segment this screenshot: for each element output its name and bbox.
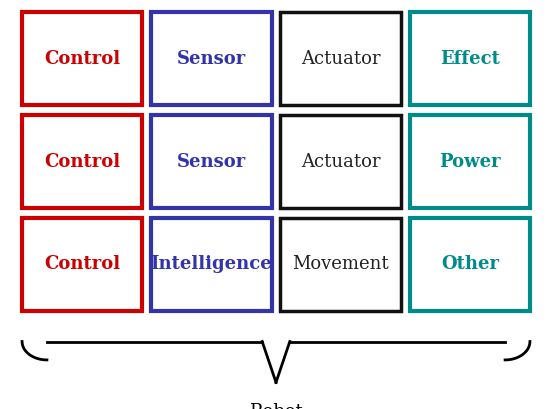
Text: Sensor: Sensor	[177, 153, 246, 171]
FancyBboxPatch shape	[280, 12, 401, 105]
Text: Control: Control	[44, 49, 120, 67]
FancyBboxPatch shape	[410, 12, 530, 105]
FancyBboxPatch shape	[151, 218, 272, 311]
Text: Actuator: Actuator	[301, 153, 380, 171]
Text: Movement: Movement	[292, 256, 389, 274]
FancyBboxPatch shape	[22, 12, 142, 105]
FancyBboxPatch shape	[22, 115, 142, 208]
FancyBboxPatch shape	[410, 115, 530, 208]
Text: Power: Power	[439, 153, 501, 171]
Text: Control: Control	[44, 153, 120, 171]
Text: Other: Other	[440, 256, 499, 274]
FancyBboxPatch shape	[280, 115, 401, 208]
Text: Control: Control	[44, 256, 120, 274]
Text: Intelligence: Intelligence	[151, 256, 272, 274]
Text: Effect: Effect	[440, 49, 500, 67]
FancyBboxPatch shape	[410, 218, 530, 311]
FancyBboxPatch shape	[280, 218, 401, 311]
Text: Robot: Robot	[249, 403, 303, 409]
FancyBboxPatch shape	[22, 218, 142, 311]
Text: Sensor: Sensor	[177, 49, 246, 67]
FancyBboxPatch shape	[151, 12, 272, 105]
Text: Actuator: Actuator	[301, 49, 380, 67]
FancyBboxPatch shape	[151, 115, 272, 208]
